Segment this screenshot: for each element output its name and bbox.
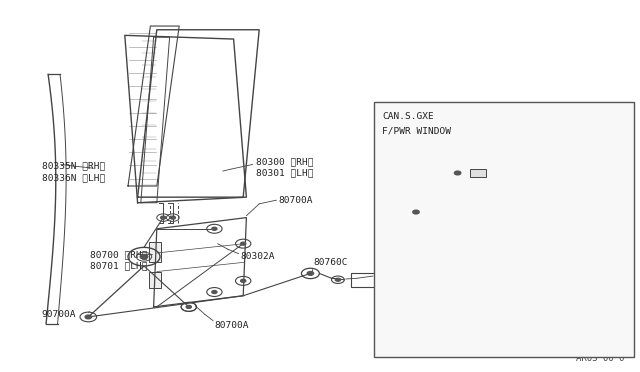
Circle shape <box>241 279 246 282</box>
Text: 80730 〈RH〉: 80730 〈RH〉 <box>488 211 545 220</box>
Text: 80700A: 80700A <box>278 196 313 205</box>
Text: 80701 〈LH〉: 80701 〈LH〉 <box>90 262 147 270</box>
Text: 80700A: 80700A <box>214 321 249 330</box>
Text: 80760: 80760 <box>408 267 437 276</box>
Text: 80700 〈RH〉: 80700 〈RH〉 <box>90 250 147 259</box>
Text: 80760B: 80760B <box>374 273 409 282</box>
Text: 80760C: 80760C <box>314 258 348 267</box>
Text: F/PWR WINDOW: F/PWR WINDOW <box>382 126 451 135</box>
Circle shape <box>413 210 419 214</box>
Bar <box>374 102 634 357</box>
Bar <box>470 169 486 177</box>
Circle shape <box>307 272 314 275</box>
Circle shape <box>186 305 191 308</box>
Text: 80700A: 80700A <box>470 238 505 247</box>
Text: 80301 〈LH〉: 80301 〈LH〉 <box>256 169 314 177</box>
Text: 80335N 〈RH〉: 80335N 〈RH〉 <box>42 161 105 170</box>
Text: CAN.S.GXE: CAN.S.GXE <box>382 112 434 121</box>
Circle shape <box>454 171 461 175</box>
Circle shape <box>85 315 92 319</box>
Circle shape <box>335 278 340 281</box>
Text: AR03*00 0: AR03*00 0 <box>575 354 624 363</box>
Circle shape <box>140 254 148 259</box>
Text: 80336N 〈LH〉: 80336N 〈LH〉 <box>42 173 105 182</box>
Text: 80302A: 80302A <box>240 252 275 261</box>
Bar <box>149 272 161 288</box>
Text: 80731 〈LH〉: 80731 〈LH〉 <box>488 222 545 231</box>
Circle shape <box>212 291 217 294</box>
Circle shape <box>161 216 166 219</box>
Text: 80300 〈RH〉: 80300 〈RH〉 <box>256 157 314 166</box>
Bar <box>149 242 161 262</box>
Bar <box>351 273 376 287</box>
Circle shape <box>170 216 175 219</box>
Circle shape <box>212 227 217 230</box>
Circle shape <box>241 242 246 245</box>
Text: 90700A: 90700A <box>42 310 76 319</box>
